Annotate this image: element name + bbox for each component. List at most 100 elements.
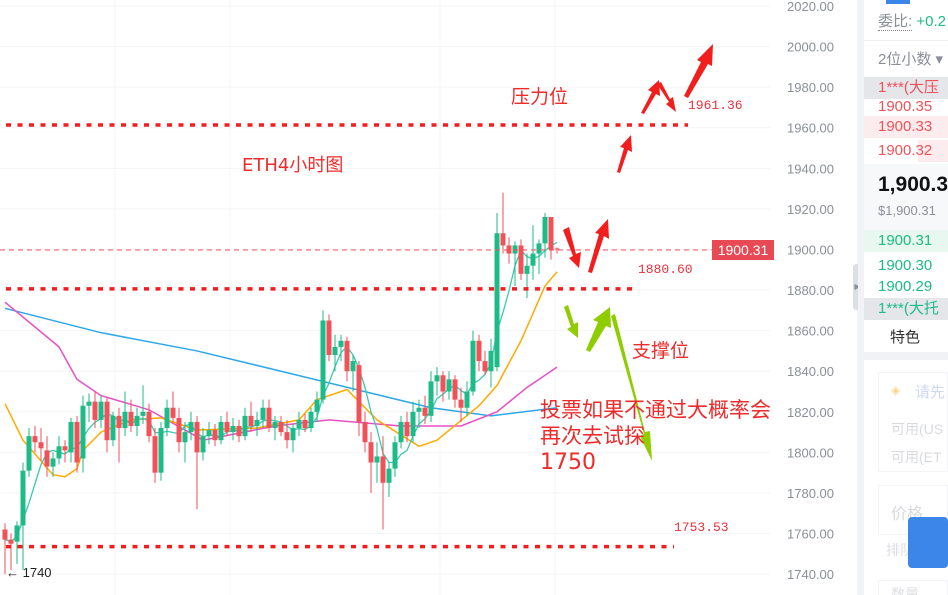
candle-up: [20, 470, 26, 526]
candle-up: [80, 405, 86, 459]
bid-row[interactable]: 1900.29: [878, 278, 933, 295]
candle-up: [50, 458, 56, 467]
candle-up: [56, 446, 62, 459]
y-tick-label: 2020.00: [787, 0, 834, 14]
available-eth: 可用(ET: [891, 449, 942, 465]
candle-down: [176, 417, 182, 443]
candle-down: [368, 442, 374, 463]
candle-up: [260, 407, 266, 420]
candle-up: [488, 350, 494, 372]
candle-down: [284, 432, 290, 441]
candle-up: [524, 265, 530, 274]
candle-down: [128, 411, 134, 427]
candle-down: [362, 421, 368, 443]
vote-note: 投票如果不通过大概率会再次去试探 1750: [540, 397, 776, 476]
candle-up: [188, 421, 194, 433]
candle-down: [248, 415, 254, 427]
candle-down: [344, 340, 350, 372]
candle-up: [134, 415, 140, 427]
y-tick-label: 1840.00: [787, 364, 834, 379]
candle-up: [68, 421, 74, 453]
login-prompt[interactable]: 请先: [915, 384, 946, 401]
candle-down: [74, 421, 80, 463]
candle-up: [230, 426, 236, 433]
bid-row[interactable]: 1900.30: [878, 257, 933, 274]
bid-row[interactable]: 1900.31: [864, 230, 948, 252]
level-lines: [0, 123, 712, 549]
candle-down: [458, 399, 464, 408]
green-arrow-down-2: [611, 314, 652, 461]
candle-down: [422, 407, 428, 416]
ask-row[interactable]: 1900.32: [864, 140, 948, 162]
candle-up: [470, 340, 476, 392]
last-price-usd: $1,900.31: [878, 203, 936, 218]
candle-up: [434, 375, 440, 382]
green-arrow-down-1: [564, 305, 578, 338]
y-tick-label: 1980.00: [787, 80, 834, 95]
y-tick-label: 1760.00: [787, 527, 834, 542]
candle-down: [32, 436, 38, 443]
candle-up: [182, 432, 188, 443]
candle-up: [464, 391, 470, 408]
ask-row[interactable]: 1900.33: [864, 116, 948, 138]
support-label: 支撑位: [632, 340, 690, 362]
candle-up: [98, 401, 104, 420]
candle-down: [116, 415, 122, 429]
red-arrow-up-2: [617, 135, 632, 173]
candle-down: [548, 217, 554, 250]
candle-up: [314, 399, 320, 412]
candle-down: [212, 430, 218, 441]
panel-collapse-handle[interactable]: ▶: [853, 264, 862, 310]
ask-row[interactable]: 1900.35: [878, 98, 933, 115]
candle-up: [308, 411, 314, 429]
candle-up: [122, 411, 128, 429]
level-label-1880: 1880.60: [638, 262, 693, 277]
price-axis: 2020.00 2000.00 1980.00 1960.00 1940.00 1920.…: [787, 0, 858, 595]
candle-down: [62, 446, 68, 451]
candle-down: [146, 411, 152, 437]
candle-up: [512, 245, 518, 254]
candle-up: [242, 415, 248, 437]
candle-down: [404, 421, 410, 437]
y-tick-label: 1900.00: [787, 242, 834, 257]
y-tick-label: 1800.00: [787, 445, 834, 460]
candle-up: [164, 407, 170, 429]
candle-up: [272, 421, 278, 429]
candle-up: [158, 428, 164, 473]
price-chart[interactable]: 2020.00 2000.00 1980.00 1960.00 1940.00 1920.…: [0, 0, 858, 595]
candle-down: [236, 426, 242, 437]
candle-down: [8, 539, 14, 544]
candle-up: [392, 442, 398, 469]
candle-up: [26, 436, 32, 471]
red-arrow-up-3: [641, 80, 660, 114]
chart-title-label: ETH4小时图: [242, 155, 344, 176]
candle-down: [302, 419, 308, 429]
y-tick-label: 2000.00: [787, 40, 834, 55]
binance-logo-icon: ◈: [891, 383, 901, 397]
y-tick-label: 1880.00: [787, 283, 834, 298]
bid-ask-ratio: 委比: +0.2: [878, 13, 946, 31]
candle-down: [266, 407, 272, 429]
candle-up: [140, 411, 146, 416]
price-input-button[interactable]: [908, 517, 948, 568]
candle-up: [542, 217, 548, 244]
candle-up: [14, 525, 20, 542]
low-marker: ← 1740: [6, 565, 52, 580]
y-tick-label: 1740.00: [787, 567, 834, 582]
ma-orange-line: [4, 271, 558, 478]
feature-tab[interactable]: 特色: [890, 329, 921, 346]
candle-up: [290, 428, 296, 441]
annotation-arrows: [563, 44, 713, 461]
candle-down: [452, 379, 458, 400]
candle-down: [440, 375, 446, 392]
decimals-dropdown[interactable]: 2位小数 ▾: [878, 51, 944, 68]
candle-up: [374, 456, 380, 463]
level-label-1961: 1961.36: [688, 98, 743, 113]
candle-up: [206, 430, 212, 437]
bid-row-big[interactable]: 1***(大托: [864, 298, 948, 320]
orderbook-card: 委比: +0.2 2位小数 ▾ 1***(大压 1900.35 1900.33 …: [864, 0, 948, 352]
candle-down: [2, 529, 8, 540]
ask-row-big[interactable]: 1***(大压: [864, 77, 948, 99]
y-tick-label: 1780.00: [787, 486, 834, 501]
candle-up: [218, 421, 224, 441]
